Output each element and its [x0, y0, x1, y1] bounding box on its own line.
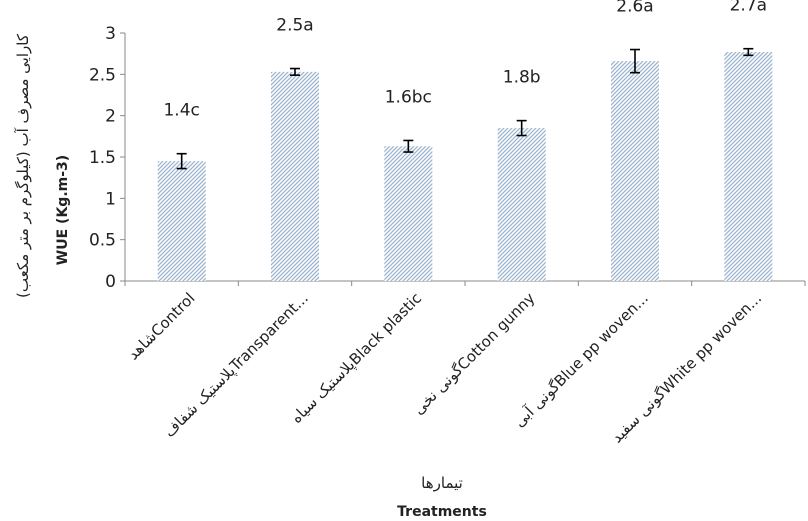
bar: [611, 61, 659, 282]
x-axis-title-secondary: تیمارها: [421, 474, 463, 492]
data-label: 1.8b: [503, 68, 541, 88]
category-label: گونی نخیCotton gunny: [409, 289, 538, 418]
data-label: 2.5a: [276, 16, 313, 36]
data-label: 2.7a: [730, 0, 767, 16]
data-label: 1.6bc: [385, 87, 432, 107]
category-label: گونی آبیBlue pp woven...: [510, 289, 652, 431]
bar: [724, 52, 773, 281]
bar: [157, 161, 206, 281]
y-tick-label: 2: [105, 107, 116, 127]
category-label: پلاستیک سیاهBlack plastic: [287, 289, 425, 427]
y-ticks: 0 0.5 1 1.5 2 2.5 3: [89, 24, 125, 292]
y-tick-label: 1.5: [89, 148, 116, 168]
bar: [384, 146, 433, 281]
y-tick-label: 3: [105, 24, 116, 44]
data-labels: 1.4c 2.5a 1.6bc 1.8b 2.6a 2.7a: [163, 0, 767, 121]
bar: [271, 71, 319, 281]
x-axis-title: Treatments: [397, 504, 487, 520]
y-axis-title-secondary: WUE (Kg.m-3): [55, 155, 71, 265]
axes: [124, 33, 806, 286]
data-label: 1.4c: [163, 101, 199, 121]
category-label: شاهدControl: [124, 289, 198, 363]
y-tick-label: 0.5: [89, 231, 116, 251]
y-axis-title: کارایی مصرف آب (کیلوگرم بر متر مکعب): [14, 33, 32, 298]
data-label: 2.6a: [616, 0, 653, 17]
y-tick-label: 2.5: [89, 65, 116, 85]
y-tick-label: 0: [105, 272, 116, 292]
y-tick-label: 1: [105, 189, 116, 209]
error-bars: [176, 47, 754, 170]
bar: [497, 128, 546, 281]
bars: [157, 52, 773, 282]
